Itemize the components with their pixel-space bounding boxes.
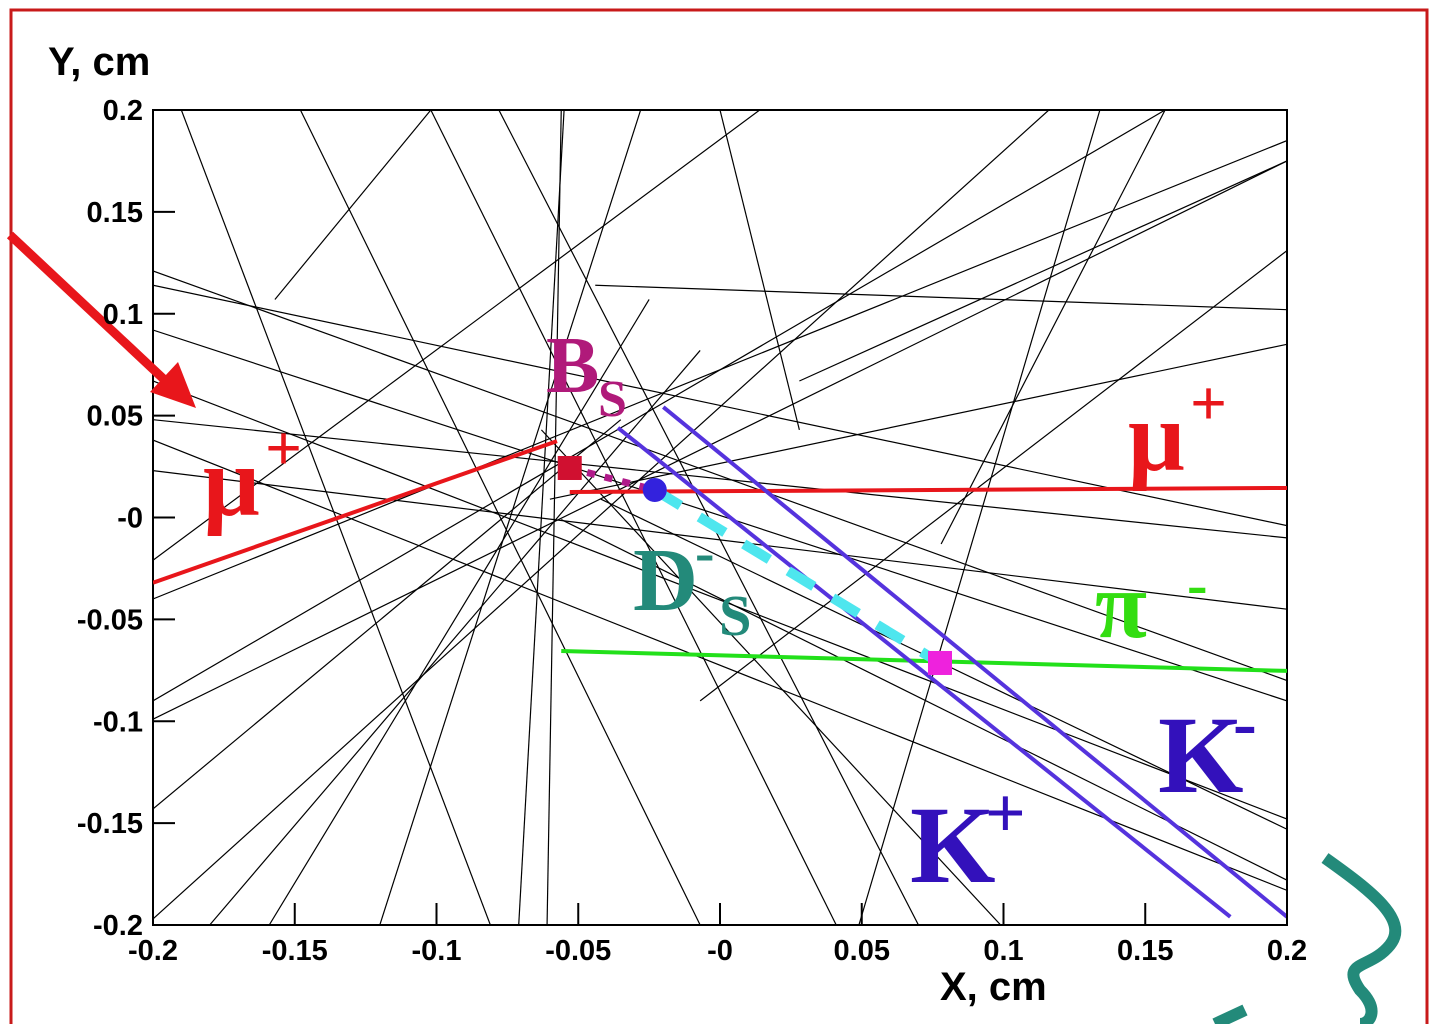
vertex	[558, 456, 582, 480]
vertex	[928, 651, 952, 675]
annotation: B	[546, 322, 599, 410]
annotation-sub: S	[598, 371, 627, 428]
x-tick-label: -0.05	[545, 935, 611, 967]
annotation: D	[633, 531, 698, 630]
chart: Y, cm X, cm 0.20.150.10.05-0-0.05-0.1-0.…	[0, 0, 1433, 1024]
annotation: K	[910, 784, 996, 906]
x-tick-label: 0.2	[1267, 935, 1307, 967]
vertex	[643, 478, 667, 502]
y-tick-label: 0.2	[103, 95, 143, 127]
annotation: μ	[1128, 381, 1185, 492]
annotation-sup: -	[695, 520, 714, 585]
annotation-sub: S	[719, 583, 752, 648]
x-tick-label: -0.1	[412, 935, 462, 967]
annotation: K	[1158, 694, 1244, 816]
y-tick-label: 0.05	[87, 401, 143, 433]
x-tick-label: 0.05	[834, 935, 890, 967]
y-tick-label: 0.1	[103, 299, 143, 331]
y-tick-label: -0.15	[77, 808, 143, 840]
x-tick-label: 0.15	[1117, 935, 1173, 967]
annotation-sup: -	[1233, 684, 1257, 763]
annotation-sup: +	[1190, 368, 1227, 440]
y-tick-label: -0.05	[77, 604, 143, 636]
x-tick-label: -0	[707, 935, 733, 967]
x-axis-label: X, cm	[940, 965, 1047, 1009]
annotation: π	[1095, 552, 1147, 658]
annotation-sup: +	[265, 413, 302, 485]
x-tick-label: -0.15	[262, 935, 328, 967]
annotation: μ	[203, 426, 260, 537]
plot-area	[153, 110, 1287, 925]
annotation-sup: -	[1187, 551, 1208, 619]
x-tick-label: 0.1	[983, 935, 1023, 967]
y-tick-label: -0.1	[93, 706, 143, 738]
y-tick-label: -0	[117, 503, 143, 535]
annotation-sup: +	[985, 774, 1026, 853]
y-tick-label: 0.15	[87, 197, 143, 229]
x-tick-label: -0.2	[128, 935, 178, 967]
y-axis-label: Y, cm	[48, 40, 150, 84]
